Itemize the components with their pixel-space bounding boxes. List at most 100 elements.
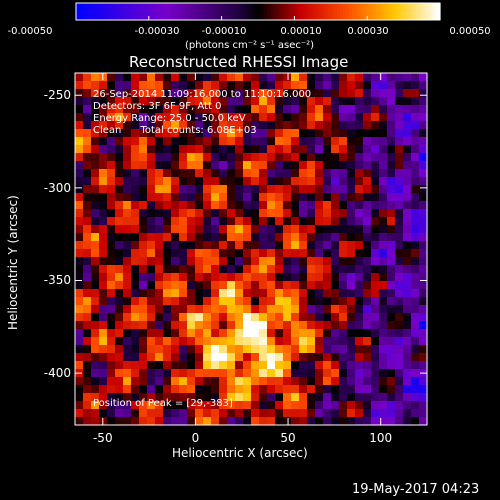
heatmap-cell: [259, 257, 268, 266]
heatmap-cell: [411, 265, 420, 274]
heatmap-cell: [211, 289, 220, 298]
heatmap-cell: [75, 281, 84, 290]
heatmap-cell: [251, 73, 260, 82]
heatmap-cell: [195, 273, 204, 282]
heatmap-cell: [211, 297, 220, 306]
heatmap-cell: [171, 417, 180, 426]
heatmap-cell: [163, 161, 172, 170]
heatmap-cell: [379, 313, 388, 322]
heatmap-cell: [83, 329, 92, 338]
heatmap-cell: [179, 121, 188, 130]
heatmap-cell: [99, 241, 108, 250]
heatmap-cell: [411, 233, 420, 242]
colorbar-swatch: [206, 3, 211, 20]
heatmap-cell: [75, 385, 84, 394]
heatmap-cell: [299, 201, 308, 210]
heatmap-cell: [387, 289, 396, 298]
heatmap-cell: [267, 273, 276, 282]
heatmap-cell: [83, 225, 92, 234]
heatmap-cell: [91, 89, 100, 98]
heatmap-cell: [235, 89, 244, 98]
heatmap-cell: [75, 113, 84, 122]
heatmap-cell: [371, 265, 380, 274]
chart-title: Reconstructed RHESSI Image: [129, 53, 349, 71]
heatmap-cell: [363, 225, 372, 234]
heatmap-cell: [411, 209, 420, 218]
colorbar-swatch: [336, 3, 341, 20]
heatmap-cell: [227, 185, 236, 194]
heatmap-cell: [363, 177, 372, 186]
heatmap-cell: [123, 185, 132, 194]
heatmap-cell: [99, 249, 108, 258]
heatmap-cell: [131, 129, 140, 138]
heatmap-cell: [99, 169, 108, 178]
heatmap-cell: [419, 401, 428, 410]
heatmap-cell: [291, 169, 300, 178]
heatmap-cell: [179, 289, 188, 298]
heatmap-cell: [195, 377, 204, 386]
colorbar-swatch: [194, 3, 198, 20]
heatmap-cell: [379, 361, 388, 370]
heatmap-cell: [123, 305, 132, 314]
heatmap-cell: [107, 201, 116, 210]
heatmap-cell: [323, 73, 332, 82]
colorbar-tick-label: -0.00050: [7, 26, 53, 37]
heatmap-cell: [203, 209, 212, 218]
heatmap-cell: [179, 161, 188, 170]
heatmap-cell: [251, 121, 260, 130]
heatmap-cell: [235, 377, 244, 386]
heatmap-cell: [347, 153, 356, 162]
heatmap-cell: [291, 153, 300, 162]
heatmap-cell: [315, 297, 324, 306]
heatmap-cell: [307, 305, 316, 314]
footer-date: 19-May-2017 04:23: [352, 482, 480, 497]
heatmap-cell: [211, 169, 220, 178]
heatmap-cell: [211, 161, 220, 170]
heatmap-cell: [179, 249, 188, 258]
heatmap-cell: [355, 265, 364, 274]
heatmap-cell: [251, 89, 260, 98]
heatmap-cell: [75, 89, 84, 98]
colorbar-swatch: [367, 3, 371, 20]
heatmap-cell: [131, 417, 140, 426]
heatmap-cell: [275, 417, 284, 426]
heatmap-cell: [363, 401, 372, 410]
colorbar-swatch: [115, 3, 120, 20]
heatmap-cell: [115, 409, 124, 418]
heatmap-cell: [99, 153, 108, 162]
heatmap-cell: [131, 153, 140, 162]
colorbar-swatch: [342, 3, 347, 20]
heatmap-cell: [163, 209, 172, 218]
heatmap-cell: [243, 321, 252, 330]
heatmap-cell: [339, 73, 348, 82]
heatmap-cell: [315, 281, 324, 290]
heatmap-cell: [355, 305, 364, 314]
heatmap-cell: [123, 225, 132, 234]
heatmap-cell: [395, 281, 404, 290]
heatmap-cell: [267, 97, 276, 106]
heatmap-cell: [331, 321, 340, 330]
heatmap-cell: [267, 305, 276, 314]
heatmap-cell: [259, 345, 268, 354]
heatmap-cell: [227, 193, 236, 202]
heatmap-cell: [83, 393, 92, 402]
heatmap-cell: [227, 289, 236, 298]
heatmap-cell: [323, 105, 332, 114]
heatmap-cell: [395, 233, 404, 242]
heatmap-cell: [83, 273, 92, 282]
heatmap-cell: [323, 241, 332, 250]
heatmap-cell: [387, 321, 396, 330]
heatmap-cell: [339, 169, 348, 178]
heatmap-cell: [139, 193, 148, 202]
heatmap-cell: [299, 409, 308, 418]
heatmap-cell: [83, 305, 92, 314]
heatmap-cell: [235, 289, 244, 298]
heatmap-cell: [123, 401, 132, 410]
colorbar-tick-label: -0.00030: [134, 26, 180, 37]
heatmap-cell: [147, 193, 156, 202]
heatmap-cell: [371, 233, 380, 242]
colorbar-swatch: [191, 3, 195, 20]
heatmap-cell: [323, 193, 332, 202]
colorbar-swatch: [370, 3, 374, 20]
heatmap-cell: [91, 193, 100, 202]
